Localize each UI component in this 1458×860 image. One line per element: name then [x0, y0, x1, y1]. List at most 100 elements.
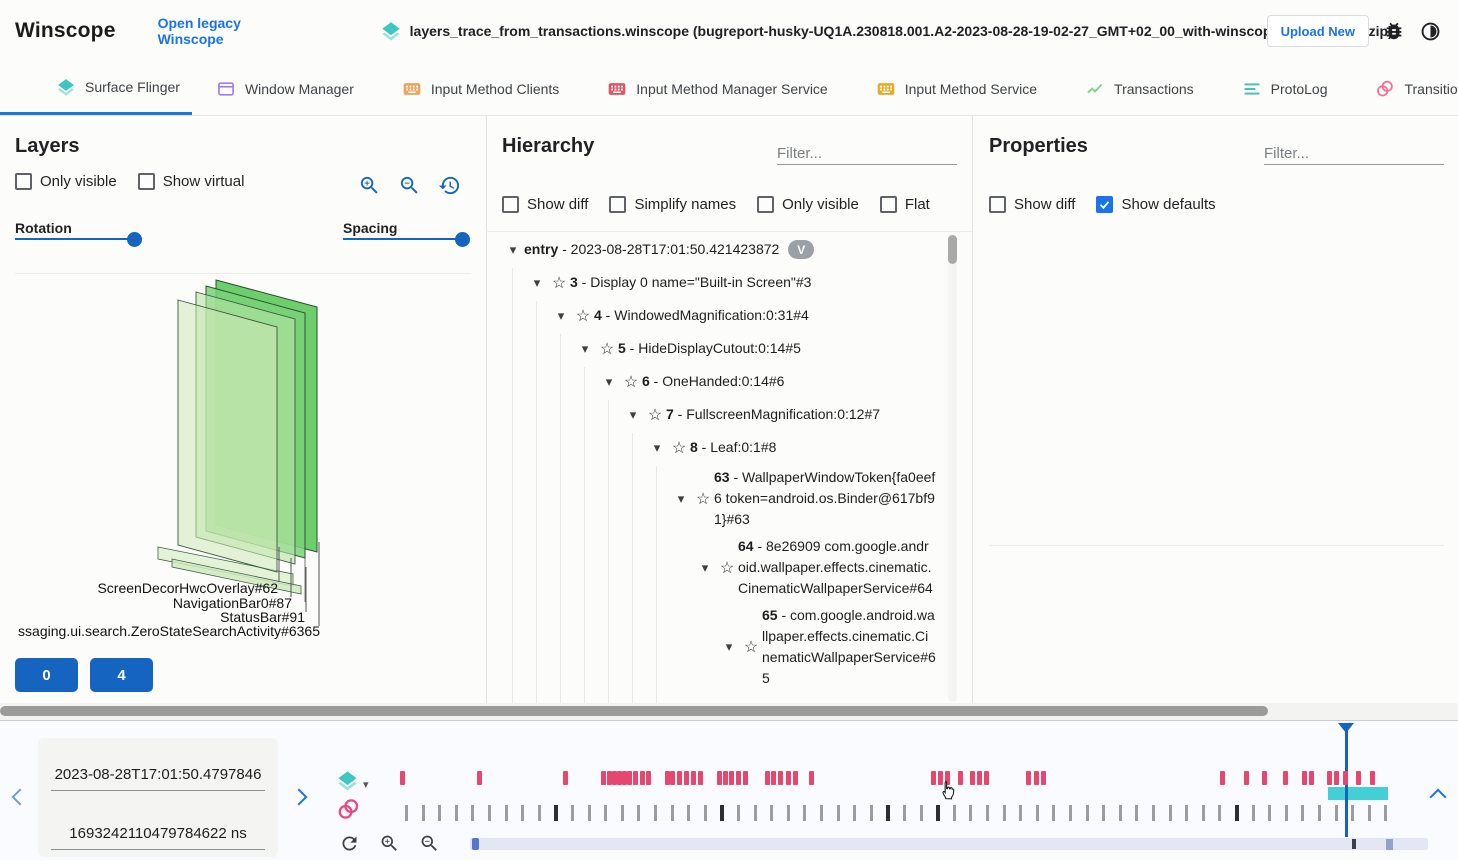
tree-row[interactable]: ▾ ☆ 63 - WallpaperWindowToken{fa0eef6 toke… [502, 464, 936, 533]
timeline-event-marker[interactable] [1283, 771, 1289, 785]
timeline-event-marker[interactable] [563, 771, 569, 785]
star-icon[interactable]: ☆ [575, 307, 591, 325]
tree-row[interactable]: ▾ ☆ 7 - FullscreenMagnification:0:12#7 [502, 398, 936, 431]
timestamp-human-input[interactable]: 2023-08-28T17:01:50.4797846 [51, 766, 265, 791]
timeline-track[interactable] [400, 721, 1428, 860]
timeline-event-marker[interactable] [1327, 771, 1333, 785]
hierarchy-checkbox-flat[interactable]: Flat [879, 196, 930, 213]
checkbox-checked[interactable] [1096, 196, 1114, 213]
timeline-event-marker[interactable] [976, 771, 982, 785]
chevron-down-icon[interactable]: ▾ [701, 559, 709, 575]
horizontal-scrollbar[interactable] [0, 703, 1458, 720]
timeline-event-marker[interactable] [400, 771, 405, 785]
timeline-event-marker[interactable] [728, 771, 734, 785]
tab-transactions[interactable]: Transactions [1061, 62, 1218, 115]
timeline-event-marker[interactable] [606, 771, 612, 785]
tree-row[interactable]: ▾ ☆ 65 - com.google.android.wallpaper.effe… [502, 602, 936, 692]
timeline-event-marker[interactable] [1026, 771, 1032, 785]
chevron-down-icon[interactable]: ▾ [605, 373, 613, 389]
chevron-down-icon[interactable]: ▾ [629, 406, 637, 422]
tree-row[interactable]: ▾ ☆ 3 - Display 0 name="Built-in Screen"#3 [502, 266, 936, 299]
checkbox-unchecked[interactable] [15, 173, 32, 190]
chevron-down-icon[interactable]: ▾ [533, 274, 541, 290]
timeline-event-marker[interactable] [1356, 771, 1362, 785]
timeline-event-marker[interactable] [1243, 771, 1249, 785]
hierarchy-scrollbar[interactable] [948, 234, 957, 702]
timeline-event-marker[interactable] [1041, 771, 1047, 785]
properties-checkbox-show-defaults[interactable]: Show defaults [1096, 196, 1216, 213]
hierarchy-checkbox-simplify-names[interactable]: Simplify names [609, 196, 736, 213]
timeline-event-marker[interactable] [698, 771, 704, 785]
checkbox-unchecked[interactable] [609, 196, 627, 213]
layers-checkbox-show-virtual[interactable]: Show virtual [137, 173, 244, 190]
refresh-icon[interactable] [339, 833, 360, 854]
previous-entry-button[interactable] [11, 788, 29, 806]
timeline-event-marker[interactable] [601, 771, 607, 785]
timeline-event-marker[interactable] [1262, 771, 1268, 785]
timeline-event-marker[interactable] [1370, 771, 1376, 785]
checkbox-unchecked[interactable] [502, 196, 519, 213]
timeline-event-marker[interactable] [622, 771, 628, 785]
timeline-event-marker[interactable] [937, 771, 943, 785]
hierarchy-checkbox-only-visible[interactable]: Only visible [757, 196, 859, 213]
timeline-event-marker[interactable] [983, 771, 989, 785]
timeline-event-marker[interactable] [1034, 771, 1040, 785]
timestamp-ns-input[interactable]: 1693242110479784622 ns [51, 825, 265, 850]
timeline-event-marker[interactable] [809, 771, 815, 785]
timeline-event-marker[interactable] [969, 771, 975, 785]
timeline-event-marker[interactable] [1308, 771, 1314, 785]
upload-new-button[interactable]: Upload New [1266, 15, 1369, 47]
timeline-event-marker[interactable] [676, 771, 682, 785]
timeline-event-marker[interactable] [722, 771, 728, 785]
timeline-event-marker[interactable] [736, 771, 742, 785]
timeline-event-marker[interactable] [645, 771, 651, 785]
tree-row[interactable]: ▾ ☆ 8 - Leaf:0:1#8 [502, 431, 936, 464]
zoom-in-icon[interactable] [358, 174, 381, 197]
timeline-event-marker[interactable] [616, 771, 622, 785]
layers-checkbox-only-visible[interactable]: Only visible [15, 173, 117, 190]
chevron-down-icon[interactable]: ▾ [581, 340, 589, 356]
timeline-zoom-thumb[interactable] [471, 838, 479, 850]
chevron-down-icon[interactable]: ▾ [725, 639, 733, 654]
zoom-in-icon[interactable] [379, 833, 400, 854]
checkbox-unchecked[interactable] [989, 196, 1006, 213]
surface-flinger-trace-icon[interactable] [336, 769, 359, 792]
tree-row[interactable]: ▾ ☆ 5 - HideDisplayCutout:0:14#5 [502, 332, 936, 365]
hierarchy-filter-input[interactable] [777, 143, 957, 165]
timeline-event-marker[interactable] [958, 771, 964, 785]
timeline-event-marker[interactable] [639, 771, 645, 785]
collapse-timeline-button[interactable] [1429, 788, 1447, 806]
tab-transitions[interactable]: Transitions [1351, 62, 1458, 115]
star-icon[interactable]: ☆ [599, 340, 615, 358]
timeline-cursor-head[interactable] [1338, 723, 1355, 733]
timeline-event-marker[interactable] [716, 771, 722, 785]
timeline-event-marker[interactable] [690, 771, 696, 785]
zoom-out-icon[interactable] [419, 833, 440, 854]
timeline-event-marker[interactable] [477, 771, 483, 785]
checkbox-unchecked[interactable] [879, 196, 897, 213]
chevron-down-icon[interactable]: ▾ [653, 439, 661, 455]
tab-window-manager[interactable]: Window Manager [192, 62, 378, 115]
timeline-zoom-scrollbar[interactable] [470, 838, 1428, 850]
tab-input-method-manager-service[interactable]: Input Method Manager Service [583, 62, 851, 115]
rotation-slider-thumb[interactable] [127, 231, 142, 247]
tab-input-method-service[interactable]: Input Method Service [852, 62, 1061, 115]
tab-surface-flinger[interactable]: Surface Flinger [0, 62, 192, 115]
tree-row[interactable]: ▾ ☆ 4 - WindowedMagnification:0:31#4 [502, 299, 936, 332]
transitions-trace-icon[interactable] [336, 797, 361, 822]
display-button-4[interactable]: 4 [90, 658, 153, 692]
timeline-event-marker[interactable] [785, 771, 791, 785]
timeline-event-marker[interactable] [1301, 771, 1307, 785]
chevron-down-icon[interactable]: ▾ [509, 241, 517, 257]
timeline-event-marker[interactable] [771, 771, 777, 785]
star-icon[interactable]: ☆ [551, 274, 567, 292]
timeline-event-marker[interactable] [665, 771, 671, 785]
reset-view-icon[interactable] [438, 174, 461, 197]
checkbox-unchecked[interactable] [757, 196, 775, 213]
dark-mode-icon[interactable] [1419, 20, 1442, 43]
checkbox-unchecked[interactable] [137, 173, 155, 190]
timeline-event-marker[interactable] [627, 771, 633, 785]
star-icon[interactable]: ☆ [719, 559, 735, 577]
chevron-down-icon[interactable]: ▾ [363, 779, 369, 791]
timeline-event-marker[interactable] [1342, 771, 1348, 785]
